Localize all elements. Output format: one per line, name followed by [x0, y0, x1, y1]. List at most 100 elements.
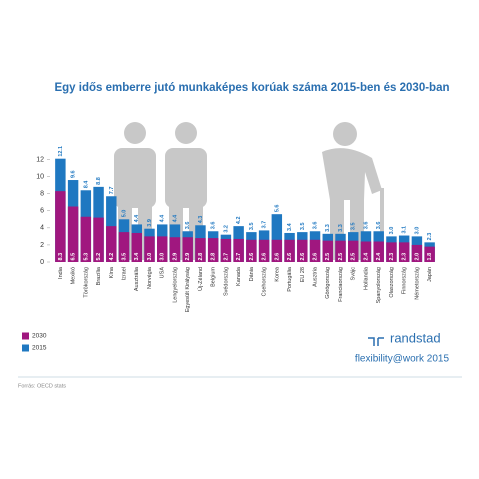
value-label: 4.2 — [236, 216, 242, 224]
x-tick-label: Új-Zéland — [197, 267, 204, 291]
bar — [258, 239, 270, 262]
y-tick-label: 10 — [36, 173, 44, 180]
value-label: 4.2 — [109, 253, 115, 261]
value-label: 1.8 — [427, 253, 433, 261]
x-tick-label: Egyesült Királyság — [185, 267, 191, 312]
value-label: 2.3 — [427, 233, 433, 241]
value-label: 5.6 — [274, 205, 280, 213]
value-label: 3.6 — [185, 222, 191, 230]
value-label: 2.4 — [363, 252, 369, 261]
x-tick-label: Brazília — [96, 266, 102, 285]
value-label: 2.6 — [262, 253, 268, 261]
bar — [131, 232, 142, 262]
bar — [360, 241, 372, 262]
bar — [373, 241, 384, 262]
x-tick-label: Törökország — [83, 267, 89, 298]
x-tick-label: Kína — [109, 266, 115, 278]
y-tick-label: 6 — [40, 208, 44, 215]
value-label: 2.8 — [211, 253, 217, 261]
bar — [411, 244, 423, 262]
value-label: 2.5 — [351, 253, 357, 261]
y-tick-label: 12 — [36, 156, 44, 163]
x-tick-label: EU 28 — [300, 267, 306, 282]
logo-mark — [368, 337, 384, 346]
value-label: 2.6 — [312, 253, 318, 261]
value-label: 3.9 — [147, 219, 153, 227]
x-tick-label: Svédország — [223, 267, 229, 296]
value-label: 12.1 — [58, 146, 64, 157]
legend-label: 2030 — [32, 333, 47, 340]
value-label: 3.2 — [223, 225, 229, 233]
x-tick-label: Dánia — [249, 266, 255, 281]
value-label: 2.6 — [249, 253, 255, 261]
value-label: 4.4 — [134, 214, 140, 223]
value-label: 2.9 — [172, 253, 178, 261]
x-tick-label: Izrael — [121, 267, 127, 280]
bar — [55, 191, 66, 262]
bar — [348, 240, 359, 262]
value-label: 3.0 — [389, 227, 395, 235]
x-tick-label: Finnország — [402, 267, 408, 294]
value-label: 2.6 — [287, 253, 293, 261]
bar — [322, 240, 333, 262]
x-tick-label: India — [58, 266, 64, 279]
bar — [67, 206, 79, 262]
value-label: 3.5 — [121, 253, 127, 261]
value-label: 5.2 — [96, 253, 102, 261]
y-tick-label: 0 — [40, 259, 44, 266]
value-label: 4.4 — [172, 214, 178, 223]
value-label: 3.5 — [249, 222, 255, 230]
value-label: 4.3 — [198, 216, 204, 224]
bar — [106, 226, 117, 262]
bar — [398, 242, 410, 262]
value-label: 9.6 — [71, 170, 77, 178]
bar — [246, 239, 257, 262]
x-tick-label: Svájc — [351, 267, 357, 281]
value-label: 3.1 — [402, 226, 408, 234]
value-label: 2.0 — [414, 253, 420, 261]
logo-text: randstad — [390, 330, 441, 345]
value-label: 6.5 — [71, 253, 77, 261]
logo: randstad — [368, 330, 441, 346]
bar — [309, 239, 321, 262]
value-label: 2.5 — [338, 253, 344, 261]
legend-label: 2015 — [32, 345, 47, 352]
bar — [386, 242, 397, 262]
value-label: 2.5 — [325, 253, 331, 261]
x-tick-label: Lengyelország — [172, 267, 178, 303]
value-label: 5.0 — [121, 210, 127, 218]
bar — [271, 214, 283, 262]
value-label: 3.6 — [376, 222, 382, 230]
bar — [424, 246, 435, 262]
value-label: 7.7 — [109, 187, 115, 195]
value-label: 8.8 — [96, 177, 102, 185]
bar — [271, 239, 283, 262]
x-tick-label: Portugália — [287, 266, 293, 292]
value-label: 3.4 — [287, 222, 293, 231]
x-tick-label: Olaszország — [389, 267, 395, 298]
value-label: 3.4 — [134, 252, 140, 261]
bar — [297, 239, 308, 262]
y-tick-label: 8 — [40, 191, 44, 198]
bar — [207, 238, 219, 262]
x-tick-label: Kanada — [236, 266, 242, 286]
value-label: 4.4 — [160, 214, 166, 223]
value-label: 2.3 — [389, 253, 395, 261]
value-label: 2.4 — [376, 252, 382, 261]
bar — [335, 240, 346, 262]
bar — [182, 237, 193, 262]
value-label: 2.8 — [198, 253, 204, 261]
y-tick-label: 4 — [40, 225, 44, 232]
bar — [118, 232, 130, 262]
x-tick-label: Ausztrália — [134, 266, 140, 291]
x-tick-label: Spanyolország — [376, 267, 382, 303]
x-tick-label: Görögország — [325, 267, 331, 299]
x-tick-label: Norvégia — [147, 266, 153, 289]
value-label: 2.7 — [236, 253, 242, 261]
value-label: 3.5 — [300, 222, 306, 230]
bar — [169, 237, 181, 262]
bar — [220, 238, 232, 262]
x-tick-label: Belgium — [211, 267, 217, 287]
bar — [144, 236, 155, 262]
